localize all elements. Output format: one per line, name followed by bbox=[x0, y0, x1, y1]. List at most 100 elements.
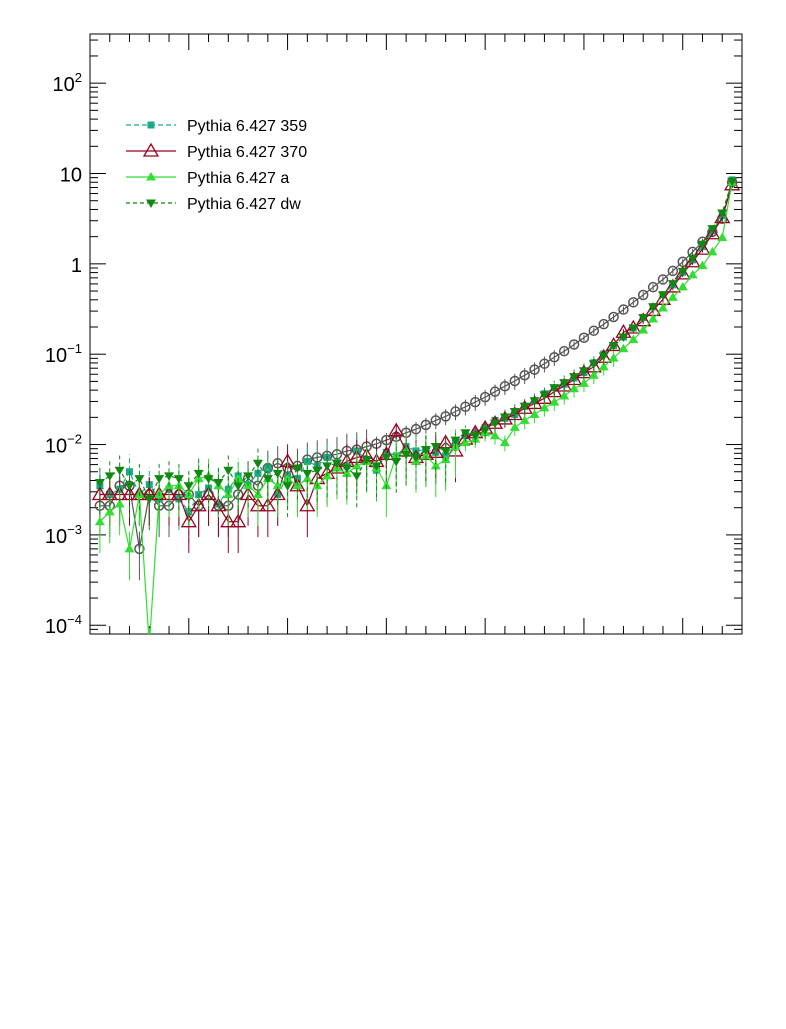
legend-entry: Pythia 6.427 370 bbox=[126, 142, 307, 161]
data-point bbox=[674, 265, 691, 280]
data-point bbox=[94, 479, 105, 488]
data-point bbox=[707, 246, 718, 256]
series-2 bbox=[94, 177, 738, 634]
legend: Pythia 6.427 359 Pythia 6.427 370 Pythia 6… bbox=[126, 118, 307, 213]
data-point bbox=[549, 397, 560, 406]
data-point bbox=[460, 437, 471, 447]
data-point bbox=[697, 240, 708, 250]
data-point bbox=[391, 457, 402, 467]
data-point bbox=[598, 361, 609, 371]
data-point bbox=[361, 456, 372, 465]
data-point bbox=[134, 475, 145, 484]
y-tick-label: 10−2 bbox=[45, 432, 82, 458]
data-point bbox=[430, 460, 441, 470]
data-point bbox=[648, 303, 659, 312]
data-point bbox=[559, 390, 570, 400]
data-point bbox=[411, 453, 421, 463]
data-point bbox=[193, 469, 204, 479]
data-point bbox=[220, 513, 237, 528]
data-point bbox=[292, 464, 303, 474]
y-tick-label: 102 bbox=[53, 70, 82, 96]
data-point bbox=[529, 397, 540, 406]
data-point bbox=[420, 446, 431, 455]
data-point bbox=[259, 497, 276, 512]
data-point bbox=[124, 482, 135, 491]
data-point bbox=[341, 464, 352, 474]
data-point bbox=[104, 506, 115, 516]
data-point bbox=[638, 325, 649, 334]
data-point bbox=[299, 497, 316, 512]
y-tick-label: 10−1 bbox=[45, 341, 82, 367]
data-point bbox=[539, 402, 550, 412]
data-point bbox=[499, 380, 511, 392]
series-line bbox=[99, 182, 733, 550]
data-point bbox=[480, 426, 491, 435]
data-point bbox=[490, 430, 501, 440]
data-point bbox=[578, 367, 589, 376]
data-point bbox=[489, 386, 501, 397]
data-point bbox=[371, 462, 382, 471]
data-point bbox=[183, 482, 194, 491]
data-point bbox=[667, 292, 678, 301]
data-point bbox=[569, 373, 580, 382]
data-point bbox=[233, 482, 244, 491]
data-point bbox=[479, 391, 491, 403]
data-point bbox=[638, 313, 649, 323]
plot-border bbox=[89, 33, 743, 635]
y-tick-label: 10−3 bbox=[45, 522, 82, 548]
data-point bbox=[282, 482, 293, 491]
legend-entry: Pythia 6.427 359 bbox=[126, 118, 307, 135]
legend-entry: Pythia 6.427 dw bbox=[126, 196, 301, 213]
data-point bbox=[684, 253, 701, 268]
data-point bbox=[628, 334, 639, 344]
data-point bbox=[618, 343, 629, 353]
data-point bbox=[558, 345, 570, 357]
data-point bbox=[144, 495, 155, 504]
data-point bbox=[648, 314, 659, 323]
data-point bbox=[628, 324, 639, 333]
data-point bbox=[203, 475, 214, 484]
y-tick-label: 10 bbox=[60, 165, 82, 187]
data-point bbox=[499, 413, 510, 422]
data-point bbox=[430, 415, 442, 426]
data-point bbox=[568, 339, 580, 350]
data-point bbox=[440, 411, 451, 422]
data-point bbox=[134, 543, 145, 555]
data-point bbox=[351, 472, 362, 481]
data-point bbox=[707, 225, 718, 234]
data-point bbox=[252, 459, 263, 469]
data-point bbox=[687, 269, 698, 279]
data-point bbox=[657, 274, 669, 285]
data-point bbox=[519, 402, 530, 412]
data-point bbox=[618, 304, 629, 315]
data-point bbox=[460, 429, 471, 438]
data-point bbox=[569, 383, 580, 393]
data-point bbox=[420, 450, 431, 460]
data-point bbox=[539, 358, 550, 369]
data-point bbox=[687, 254, 698, 264]
data-point bbox=[154, 475, 165, 484]
data-point bbox=[213, 479, 224, 488]
y-tick-label: 10−4 bbox=[45, 612, 82, 638]
data-point bbox=[608, 341, 619, 351]
data-point bbox=[147, 121, 155, 129]
data-point bbox=[124, 543, 135, 553]
data-point bbox=[519, 369, 530, 381]
data-point bbox=[608, 353, 619, 362]
data-point bbox=[618, 333, 629, 343]
data-point bbox=[430, 443, 441, 452]
legend-label: Pythia 6.427 359 bbox=[187, 118, 307, 135]
data-point bbox=[104, 472, 115, 481]
data-point bbox=[302, 469, 313, 479]
legend-entry: Pythia 6.427 a bbox=[126, 170, 289, 187]
data-point bbox=[509, 375, 521, 387]
y-tick-label: 1 bbox=[71, 255, 82, 277]
data-point bbox=[588, 370, 599, 379]
data-point bbox=[114, 498, 125, 508]
data-point bbox=[272, 480, 283, 490]
data-point bbox=[388, 422, 405, 437]
data-point bbox=[470, 396, 481, 408]
data-point bbox=[460, 401, 471, 413]
data-point bbox=[549, 352, 560, 363]
data-point bbox=[608, 311, 619, 323]
